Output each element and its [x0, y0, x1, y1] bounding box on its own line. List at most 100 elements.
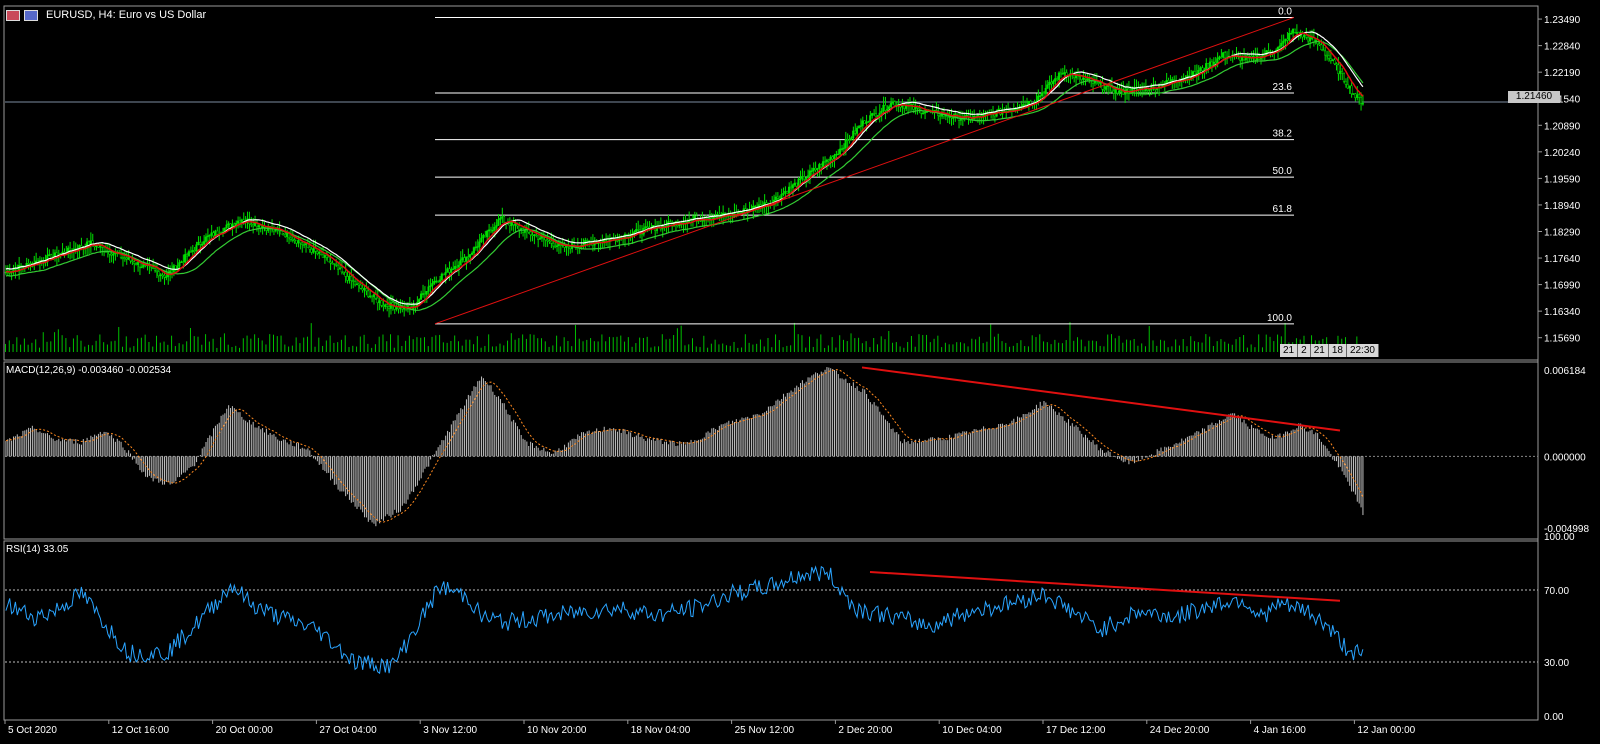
- volume-bar: [473, 344, 475, 352]
- macd-signal-line: [5, 369, 1364, 523]
- volume-bar: [405, 340, 407, 352]
- candle-body: [637, 229, 640, 231]
- volume-bar: [631, 346, 633, 352]
- candle-body: [384, 304, 387, 307]
- candle-body: [257, 225, 260, 228]
- candle-body: [142, 264, 145, 268]
- volume-bar: [1303, 335, 1305, 352]
- volume-bar: [744, 334, 746, 352]
- candle-body: [319, 251, 323, 256]
- candle-body: [1305, 34, 1308, 38]
- candle-body: [799, 178, 802, 180]
- candle-body: [333, 263, 336, 265]
- candle-body: [923, 111, 926, 114]
- candle-body: [1348, 85, 1351, 89]
- candle-body: [701, 220, 704, 222]
- symbol-flag-icon-2: [24, 9, 38, 21]
- volume-bar: [265, 344, 267, 352]
- volume-bar: [261, 340, 263, 352]
- candle-body: [1350, 85, 1353, 94]
- volume-bar: [137, 338, 139, 352]
- volume-bar: [174, 346, 176, 352]
- volume-bar: [325, 340, 327, 352]
- volume-bar: [563, 337, 565, 352]
- candle-body: [280, 230, 283, 235]
- candle-body: [216, 230, 219, 235]
- candle-body: [1029, 100, 1032, 105]
- price-axis-label: 1.16340: [1544, 307, 1581, 318]
- candle-body: [889, 102, 892, 107]
- volume-bar: [1092, 340, 1094, 352]
- candle-body: [382, 305, 385, 307]
- candle-body: [999, 108, 1002, 115]
- candle-body: [418, 299, 421, 303]
- candle-body: [518, 225, 521, 230]
- volume-bar: [442, 342, 444, 352]
- macd-axis-label: 0.000000: [1544, 452, 1586, 463]
- volume-bar: [57, 329, 59, 352]
- volume-bar: [1144, 346, 1146, 352]
- candle-body: [327, 256, 330, 263]
- candle-body: [359, 284, 362, 289]
- volume-bar: [1122, 342, 1124, 352]
- axes: 1.23490 1.22840 1.22190 1.21540 1.20890 1.202…: [4, 15, 1589, 736]
- candle-body: [552, 243, 555, 247]
- volume-bar: [1095, 341, 1097, 352]
- volume-bar: [1084, 346, 1086, 352]
- candle-body: [435, 280, 438, 283]
- time-axis-label: 10 Nov 20:00: [527, 725, 587, 736]
- candle-body: [538, 238, 541, 240]
- volume-bar: [642, 337, 644, 352]
- candle-body: [616, 240, 619, 242]
- volume-bar: [918, 334, 920, 352]
- volume-bar: [382, 334, 384, 352]
- candle-body: [380, 300, 383, 306]
- candle-body: [874, 113, 877, 117]
- volume-bar: [371, 347, 373, 352]
- candle-body: [486, 230, 489, 238]
- volume-bar: [212, 338, 214, 352]
- candle-body: [1197, 70, 1200, 74]
- volume-bar: [1201, 342, 1203, 352]
- volume-bar: [1118, 335, 1120, 352]
- volume-bar: [295, 337, 297, 352]
- volume-bar: [140, 337, 142, 352]
- candle-body: [474, 246, 477, 249]
- volume-bar: [959, 342, 961, 352]
- candle-body: [184, 254, 187, 263]
- candle-body: [495, 225, 498, 228]
- volume-bar: [465, 339, 467, 352]
- volume-bar: [1337, 335, 1339, 352]
- candle-body: [553, 245, 557, 248]
- volume-bar: [1246, 347, 1248, 352]
- candle-body: [965, 115, 968, 117]
- time-axis-label: 17 Dec 12:00: [1046, 725, 1106, 736]
- volume-bar: [310, 323, 312, 352]
- volume-bar: [593, 341, 595, 352]
- candle-body: [1046, 84, 1049, 89]
- volume-bar: [374, 344, 376, 352]
- candle-body: [859, 125, 862, 128]
- candle-body: [1056, 78, 1059, 81]
- candle-body: [336, 264, 340, 270]
- volume-bar: [488, 334, 490, 352]
- volume-bar: [722, 343, 724, 352]
- rsi-axis-label: 70.00: [1544, 586, 1569, 597]
- candle-body: [1040, 92, 1043, 97]
- volume-bar: [952, 344, 954, 352]
- volume-bar: [227, 344, 229, 352]
- candle-body: [1208, 61, 1211, 69]
- candle-body: [1114, 88, 1117, 94]
- candle-body: [476, 246, 479, 248]
- time-axis-label: 24 Dec 20:00: [1150, 725, 1210, 736]
- candle-body: [389, 302, 392, 309]
- candle-body: [185, 254, 189, 257]
- candle-body: [857, 126, 860, 129]
- candle-body: [210, 232, 213, 236]
- volume-bar: [997, 333, 999, 352]
- candle-body: [355, 283, 358, 286]
- rsi-divergence-trendline: [869, 571, 1341, 602]
- candle-body: [131, 260, 134, 263]
